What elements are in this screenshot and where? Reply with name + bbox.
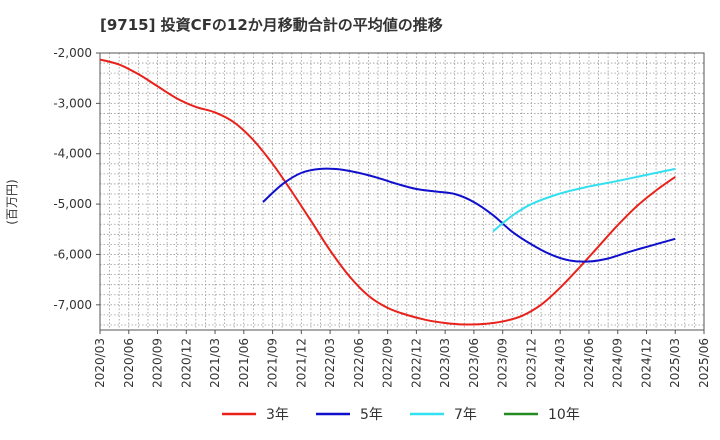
legend-label: 5年 — [360, 407, 383, 423]
x-tick-label: 2020/09 — [151, 338, 165, 388]
x-tick-label: 2024/03 — [553, 338, 567, 388]
legend: 3年 5年 7年 10年 — [222, 407, 580, 423]
y-tick-label: -2,000 — [53, 46, 92, 60]
x-tick-label: 2021/09 — [266, 338, 280, 388]
x-tick-label: 2023/03 — [438, 338, 452, 388]
x-tick-label: 2020/12 — [179, 338, 193, 388]
legend-label: 3年 — [266, 407, 289, 423]
y-tick-label: -4,000 — [53, 147, 92, 161]
plot-frame — [99, 52, 705, 331]
y-tick-label: -7,000 — [53, 298, 92, 312]
x-axis-ticks: 2020/03 2020/06 2020/09 2020/12 2021/03 2021/… — [93, 330, 711, 388]
y-tick-label: -3,000 — [53, 96, 92, 110]
series-lines — [99, 58, 676, 326]
x-tick-label: 2022/09 — [381, 338, 395, 388]
x-tick-label: 2024/06 — [582, 338, 596, 388]
y-tick-label: -6,000 — [53, 247, 92, 261]
legend-label: 10年 — [548, 407, 580, 423]
x-tick-label: 2025/03 — [668, 338, 682, 388]
series-line-5年 — [262, 167, 676, 263]
y-tick-label: -5,000 — [53, 197, 92, 211]
chart-title: [9715] 投資CFの12か月移動合計の平均値の推移 — [100, 16, 443, 34]
x-tick-label: 2020/03 — [93, 338, 107, 388]
legend-label: 7年 — [454, 407, 477, 423]
x-tick-label: 2023/09 — [496, 338, 510, 388]
series-line-7年 — [492, 167, 676, 233]
grid — [100, 53, 704, 330]
x-tick-label: 2024/12 — [639, 338, 653, 388]
x-tick-label: 2022/03 — [323, 338, 337, 388]
x-tick-label: 2022/06 — [352, 338, 366, 388]
x-tick-label: 2021/12 — [294, 338, 308, 388]
y-axis-label: (百万円) — [5, 179, 19, 224]
x-tick-label: 2023/06 — [467, 338, 481, 388]
x-tick-label: 2023/12 — [524, 338, 538, 388]
x-tick-label: 2024/09 — [611, 338, 625, 388]
series-line-3年 — [99, 58, 676, 326]
x-tick-label: 2021/06 — [237, 338, 251, 388]
x-tick-label: 2025/06 — [697, 338, 711, 388]
x-tick-label: 2020/06 — [122, 338, 136, 388]
x-tick-label: 2022/12 — [409, 338, 423, 388]
y-axis-ticks: -2,000 -3,000 -4,000 -5,000 -6,000 -7,000 — [53, 46, 100, 312]
x-tick-label: 2021/03 — [208, 338, 222, 388]
